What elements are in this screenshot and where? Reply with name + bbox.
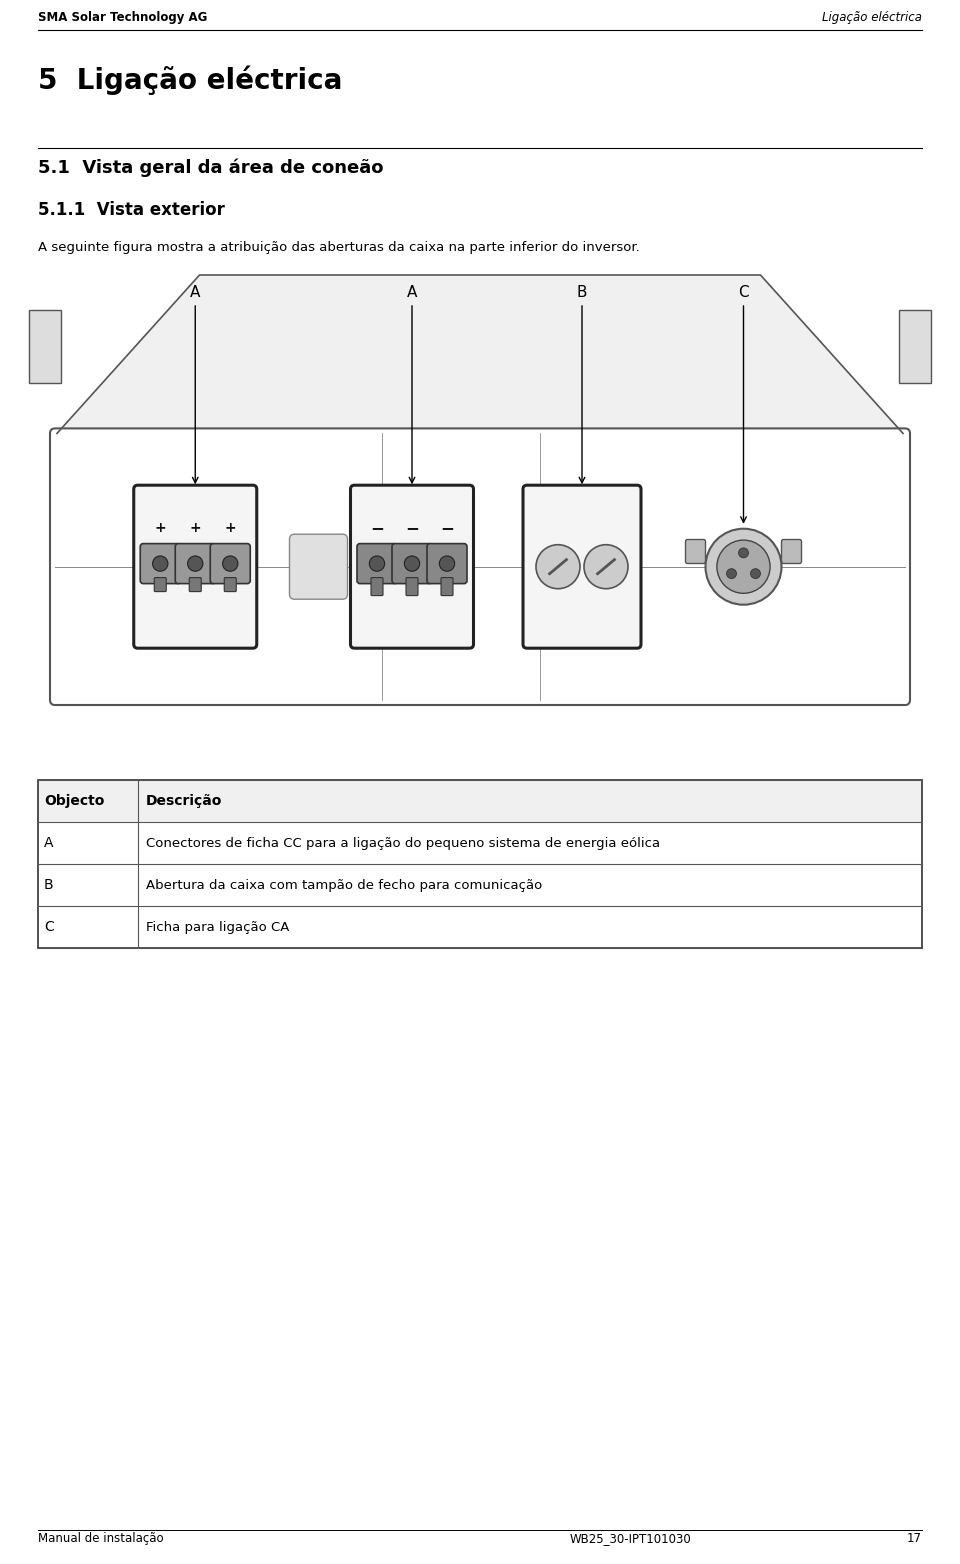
Text: SMA Solar Technology AG: SMA Solar Technology AG	[38, 11, 207, 25]
FancyBboxPatch shape	[685, 540, 706, 563]
Text: −: −	[440, 519, 454, 536]
Polygon shape	[57, 275, 903, 433]
Circle shape	[536, 544, 580, 588]
Circle shape	[370, 555, 385, 571]
Circle shape	[440, 555, 455, 571]
Text: C: C	[738, 285, 749, 300]
Text: A: A	[44, 837, 54, 849]
FancyBboxPatch shape	[406, 577, 418, 596]
Text: −: −	[405, 519, 419, 536]
Text: Conectores de ficha CC para a ligação do pequeno sistema de energia eólica: Conectores de ficha CC para a ligação do…	[146, 837, 660, 849]
Text: Objecto: Objecto	[44, 795, 105, 809]
Text: 5.1.1  Vista exterior: 5.1.1 Vista exterior	[38, 202, 225, 219]
Text: Manual de instalação: Manual de instalação	[38, 1533, 163, 1545]
FancyBboxPatch shape	[350, 485, 473, 647]
Circle shape	[584, 544, 628, 588]
Text: A: A	[190, 285, 201, 300]
Text: −: −	[370, 519, 384, 536]
FancyBboxPatch shape	[427, 544, 467, 583]
FancyBboxPatch shape	[781, 540, 802, 563]
Circle shape	[187, 555, 203, 571]
FancyBboxPatch shape	[371, 577, 383, 596]
FancyBboxPatch shape	[155, 577, 166, 591]
FancyBboxPatch shape	[176, 544, 215, 583]
FancyBboxPatch shape	[899, 310, 931, 383]
Text: A: A	[407, 285, 418, 300]
Text: B: B	[44, 877, 54, 891]
Text: WB25_30-IPT101030: WB25_30-IPT101030	[570, 1533, 692, 1545]
FancyBboxPatch shape	[290, 535, 348, 599]
Text: Ligação eléctrica: Ligação eléctrica	[822, 11, 922, 25]
FancyBboxPatch shape	[140, 544, 180, 583]
Text: A seguinte figura mostra a atribuição das aberturas da caixa na parte inferior d: A seguinte figura mostra a atribuição da…	[38, 241, 639, 255]
Text: Abertura da caixa com tampão de fecho para comunicação: Abertura da caixa com tampão de fecho pa…	[146, 879, 542, 891]
Text: C: C	[44, 920, 54, 934]
Text: Ficha para ligação CA: Ficha para ligação CA	[146, 921, 289, 934]
Text: Descrição: Descrição	[146, 795, 223, 809]
Text: 5.1  Vista geral da área de coneão: 5.1 Vista geral da área de coneão	[38, 160, 383, 177]
Text: 5  Ligação eléctrica: 5 Ligação eléctrica	[38, 66, 343, 95]
Circle shape	[738, 547, 749, 558]
FancyBboxPatch shape	[441, 577, 453, 596]
FancyBboxPatch shape	[133, 485, 256, 647]
FancyBboxPatch shape	[189, 577, 202, 591]
Circle shape	[223, 555, 238, 571]
Text: B: B	[577, 285, 588, 300]
FancyBboxPatch shape	[225, 577, 236, 591]
FancyBboxPatch shape	[210, 544, 251, 583]
FancyBboxPatch shape	[50, 429, 910, 705]
Circle shape	[404, 555, 420, 571]
FancyBboxPatch shape	[357, 544, 397, 583]
Text: 17: 17	[907, 1533, 922, 1545]
FancyBboxPatch shape	[29, 310, 61, 383]
FancyBboxPatch shape	[38, 780, 922, 823]
Text: +: +	[225, 521, 236, 535]
Circle shape	[706, 529, 781, 605]
FancyBboxPatch shape	[392, 544, 432, 583]
Circle shape	[751, 569, 760, 579]
FancyBboxPatch shape	[523, 485, 641, 647]
Text: +: +	[155, 521, 166, 535]
Circle shape	[153, 555, 168, 571]
Circle shape	[717, 540, 770, 593]
Text: +: +	[189, 521, 201, 535]
Circle shape	[727, 569, 736, 579]
